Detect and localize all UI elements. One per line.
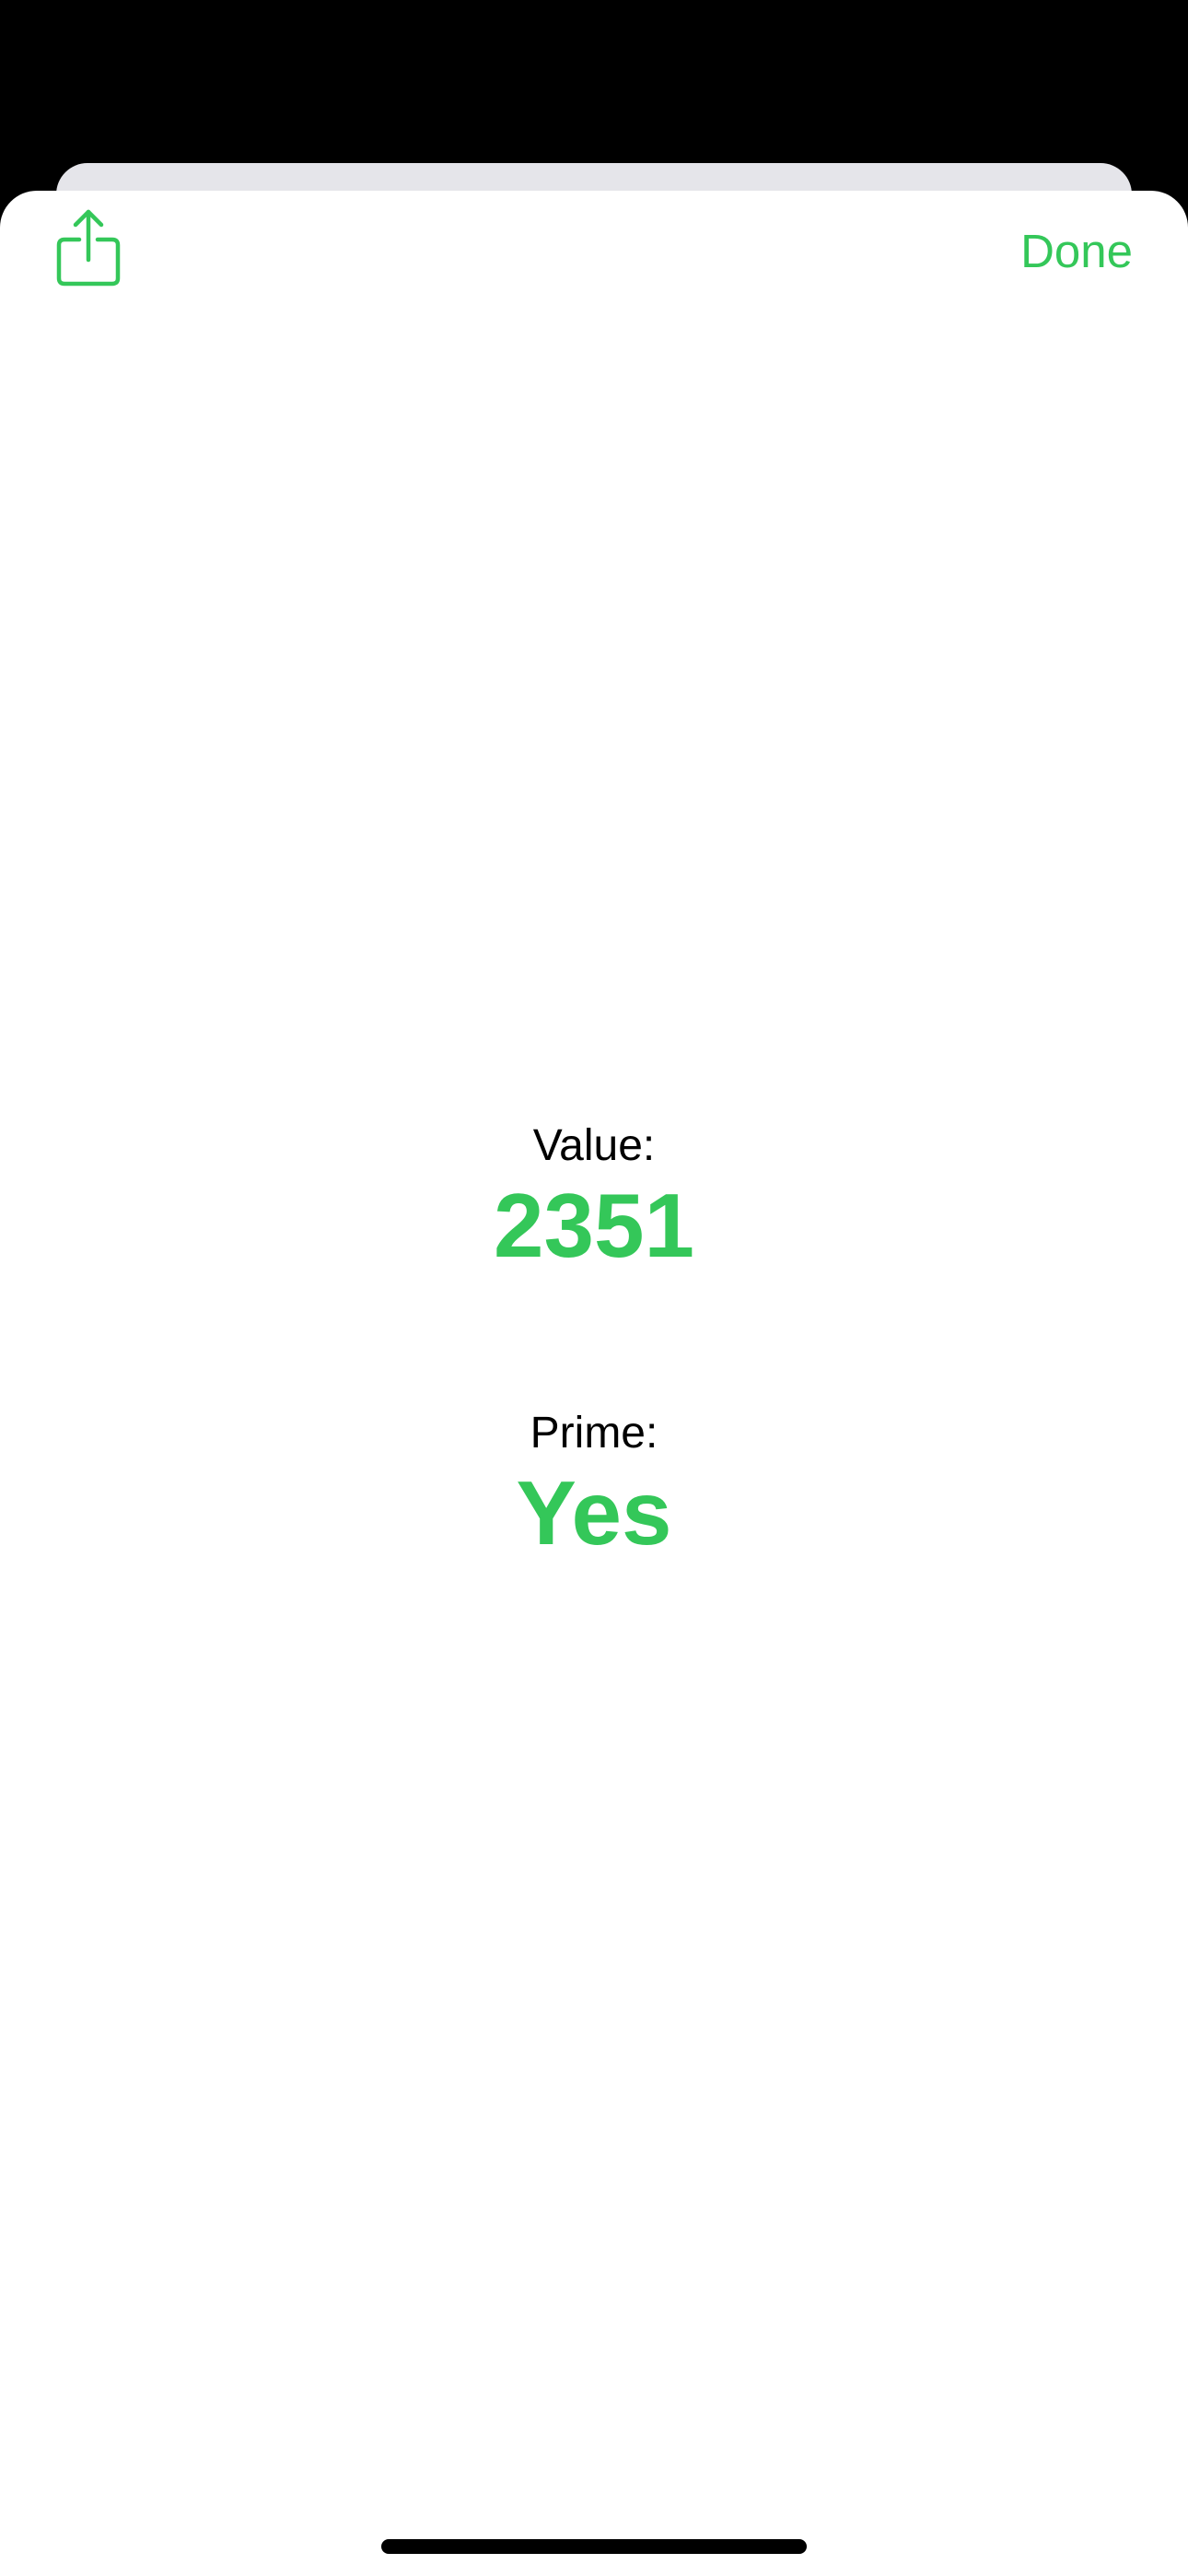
value-section: Value: 2351 (0, 1118, 1188, 1277)
prime-section: Prime: Yes (0, 1406, 1188, 1564)
prime-result: Yes (516, 1462, 672, 1563)
done-button[interactable]: Done (1020, 225, 1133, 277)
share-button[interactable] (55, 208, 122, 287)
prime-label: Prime: (530, 1409, 658, 1458)
value-label: Value: (532, 1121, 656, 1170)
home-indicator[interactable] (381, 2539, 807, 2554)
result-sheet (0, 191, 1188, 2576)
share-icon (56, 209, 121, 287)
value-number: 2351 (493, 1175, 694, 1276)
